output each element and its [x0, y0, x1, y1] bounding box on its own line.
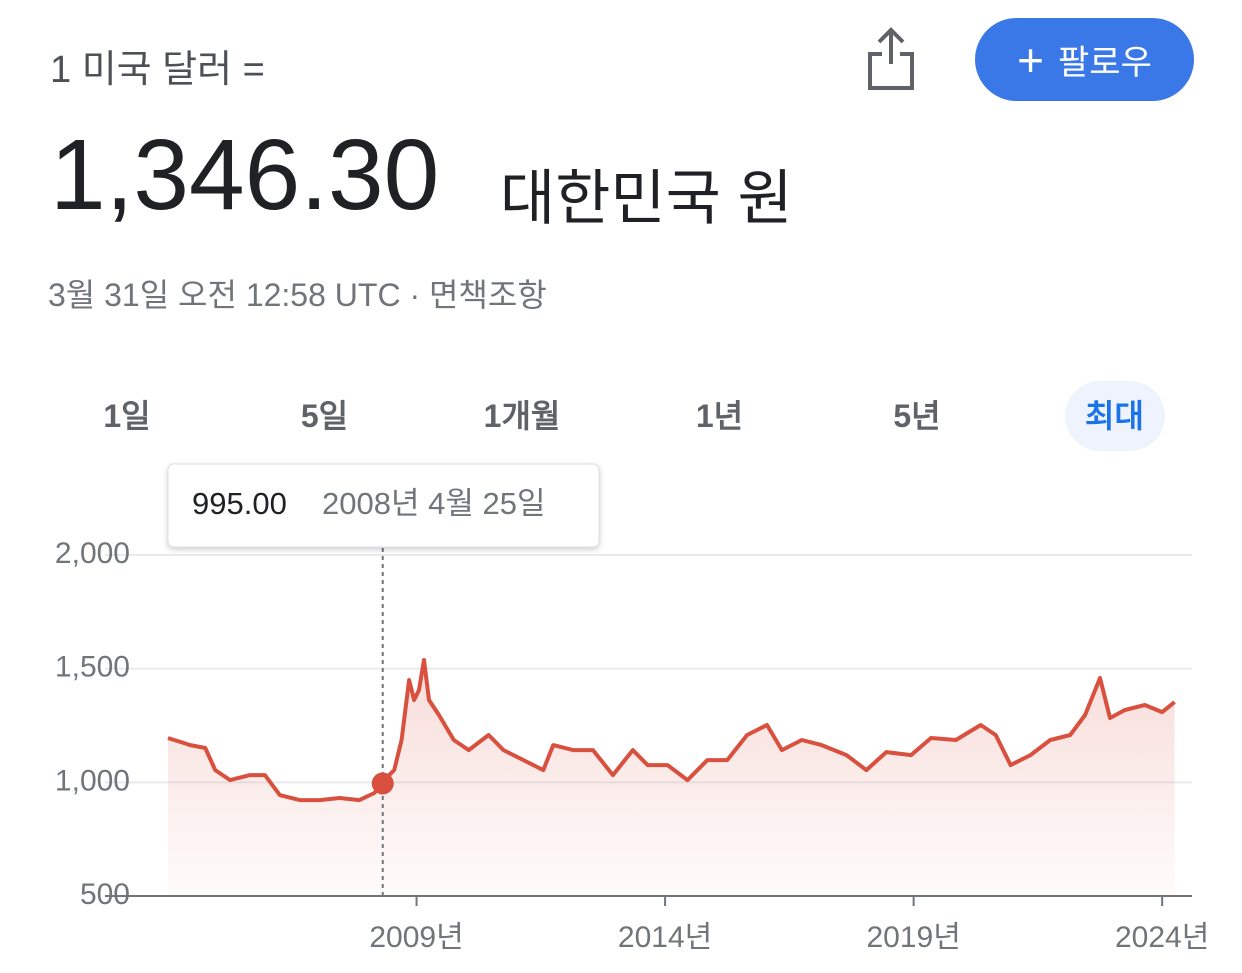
y-tick-label: 500: [80, 878, 130, 911]
hover-point: [371, 772, 394, 795]
range-tab[interactable]: 최대: [1064, 381, 1165, 451]
x-tick-label: 2014년: [618, 921, 712, 954]
range-tab[interactable]: 5년: [893, 398, 941, 434]
share-button[interactable]: [864, 24, 918, 94]
y-tick-label: 1,000: [55, 764, 130, 797]
y-tick-label: 1,500: [55, 651, 130, 684]
area-fill: [168, 660, 1175, 896]
range-tab[interactable]: 1일: [103, 398, 151, 434]
tooltip-box: [167, 463, 600, 548]
x-tick-label: 2009년: [369, 921, 463, 954]
y-tick-label: 2,000: [55, 537, 130, 570]
x-tick-label: 2019년: [866, 921, 960, 954]
chart: 500 1,000 1,500 2,000 2009년 2014년 2019년 2024년 99…: [55, 463, 1209, 954]
tooltip-value: 995.00: [192, 486, 287, 521]
tooltip-date: 2008년 4월 25일: [322, 486, 545, 521]
rate: 1,346.30: [50, 119, 440, 231]
range-tab[interactable]: 1개월: [483, 398, 561, 434]
follow-label: 팔로우: [1058, 44, 1152, 82]
range-tab[interactable]: 1년: [695, 398, 744, 434]
from-currency: 1 미국 달러 =: [50, 49, 265, 91]
price-line: [167, 658, 1176, 803]
timestamp: 3월 31일 오전 12:58 UTC · 면책조항: [48, 277, 547, 313]
follow-button[interactable]: + 팔로우: [975, 18, 1194, 101]
range-tab[interactable]: 5일: [300, 398, 349, 434]
to-currency: 대한민국 원: [500, 165, 793, 232]
x-tick-label: 2024년: [1115, 921, 1209, 954]
